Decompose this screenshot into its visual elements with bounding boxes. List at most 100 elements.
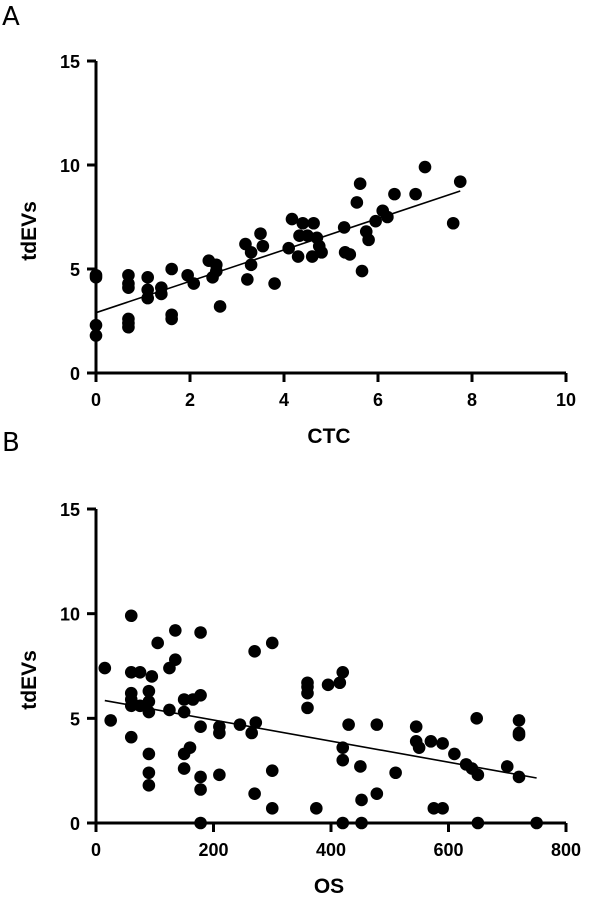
data-point-b [213, 768, 226, 782]
x-tick-label-b: 600 [433, 840, 463, 860]
data-point-a [315, 246, 328, 259]
panel-b: B 0 5 10 15 0 200 400 600 800 OS tdEVs [0, 428, 590, 903]
data-point-b [124, 699, 138, 713]
data-point-b [500, 760, 514, 773]
data-point-b [512, 714, 526, 727]
data-point-b [336, 741, 350, 754]
data-point-b [336, 816, 350, 830]
data-point-b [336, 753, 350, 767]
x-tick-label-b: 0 [91, 840, 101, 860]
data-point-a [155, 287, 168, 301]
data-point-b [301, 686, 314, 700]
x-axis-title-b: OS [314, 875, 344, 898]
data-point-b [512, 770, 526, 784]
data-point-b [213, 726, 226, 740]
data-point-b [355, 816, 368, 830]
data-point-b [370, 718, 384, 731]
data-point-a [89, 318, 103, 332]
scatter-chart-a: 0 5 10 15 0 2 4 6 8 10 CTC tdEVs [18, 52, 576, 448]
data-point-b [436, 737, 449, 750]
y-axis-title-a: tdEVs [18, 201, 41, 261]
data-point-b [124, 665, 138, 679]
data-point-a [296, 216, 310, 230]
data-point-a [307, 216, 320, 230]
data-point-b [142, 747, 156, 761]
data-point-a [291, 250, 305, 263]
data-point-b [310, 802, 323, 815]
x-tick-label-b: 400 [316, 840, 346, 860]
x-tick-label-b: 200 [198, 840, 228, 860]
data-point-b [530, 816, 543, 830]
data-point-b [133, 665, 147, 679]
data-point-b [169, 624, 182, 637]
data-point-a [343, 248, 357, 261]
data-point-b [194, 770, 207, 784]
data-point-a [213, 300, 227, 313]
data-point-b [177, 762, 191, 775]
data-point-b [177, 693, 191, 706]
x-tick-label-a: 0 [91, 390, 101, 410]
data-point-a [165, 312, 178, 326]
data-point-b [145, 670, 159, 683]
data-point-b [142, 684, 156, 698]
x-axis-title-a: CTC [307, 425, 350, 448]
data-point-b [265, 636, 279, 650]
data-point-b [98, 661, 112, 675]
data-point-a [244, 246, 258, 259]
data-point-b [183, 741, 197, 754]
data-point-a [369, 214, 382, 228]
data-point-b [342, 718, 355, 731]
data-point-b [471, 816, 485, 830]
data-point-b [233, 718, 247, 731]
data-point-b [470, 712, 484, 725]
y-tick-label-b: 15 [60, 500, 80, 520]
data-point-a [244, 258, 258, 272]
data-point-b [169, 653, 182, 667]
x-tick-label-a: 8 [467, 390, 477, 410]
y-tick-label-a: 15 [60, 52, 80, 72]
data-point-a [446, 216, 460, 230]
data-point-b [248, 645, 261, 658]
data-point-a [241, 273, 254, 286]
y-tick-label-a: 5 [70, 260, 80, 280]
panel-a: A 0 5 10 15 0 2 4 6 8 10 CTC tdEVs [0, 0, 590, 450]
data-point-a [165, 262, 178, 276]
data-point-a [256, 239, 270, 253]
data-point-a [282, 241, 296, 255]
data-point-b [104, 714, 117, 727]
x-tick-label-a: 10 [556, 390, 576, 410]
data-point-a [355, 264, 369, 278]
data-point-a [337, 221, 351, 234]
data-point-b [448, 747, 461, 761]
data-point-b [265, 802, 279, 815]
data-point-b [354, 760, 367, 773]
data-point-b [194, 626, 207, 639]
data-point-b [427, 802, 441, 815]
y-tick-label-b: 0 [70, 814, 80, 834]
data-point-a [418, 160, 432, 174]
data-point-a [301, 229, 314, 243]
data-point-b [248, 787, 261, 800]
data-point-a [381, 210, 394, 224]
data-point-b [163, 703, 176, 717]
data-point-b [436, 802, 449, 815]
data-point-a [409, 187, 422, 201]
x-tick-label-b: 800 [551, 840, 581, 860]
data-point-b [301, 701, 314, 715]
data-point-a [254, 227, 267, 240]
data-point-b [333, 676, 347, 690]
data-point-b [177, 705, 191, 719]
data-point-b [321, 678, 335, 692]
data-point-a [122, 320, 135, 334]
data-point-b [142, 695, 156, 708]
data-point-a [187, 277, 201, 290]
data-point-b [424, 735, 438, 748]
data-point-a [122, 281, 135, 295]
data-point-b [124, 609, 138, 623]
y-tick-label-b: 5 [70, 709, 80, 729]
data-point-a [268, 277, 281, 290]
y-axis-title-b: tdEVs [18, 650, 41, 710]
data-point-a [89, 271, 103, 284]
data-point-a [388, 187, 401, 201]
data-point-b [194, 689, 207, 702]
